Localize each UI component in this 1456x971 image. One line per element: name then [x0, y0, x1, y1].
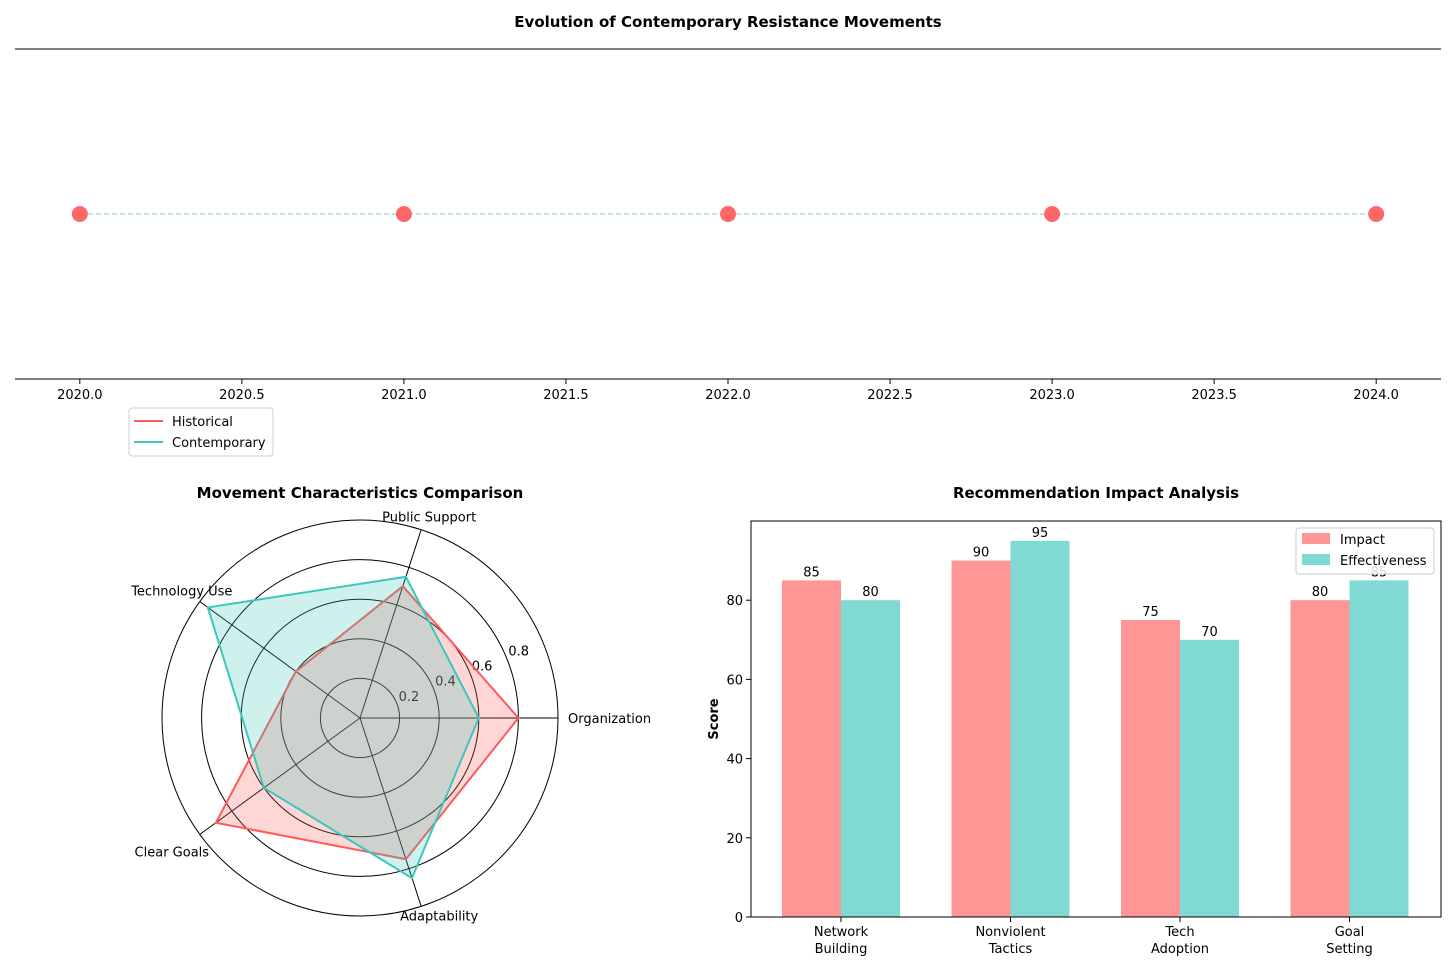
radar-axis-label: Adaptability: [400, 909, 478, 924]
radar-legend-box: [128, 407, 274, 457]
radar-spoke: [199, 717, 361, 835]
timeline-point: [71, 206, 88, 222]
timeline-x-tick-label: 2023.0: [1029, 388, 1075, 403]
bar-effectiveness: [1349, 580, 1409, 917]
radar-spoke: [359, 529, 422, 719]
timeline-point: [1368, 206, 1385, 222]
bar-value-label: 70: [1201, 625, 1218, 640]
bar-x-tick-label: Adoption: [1151, 942, 1209, 957]
bar-impact: [1290, 600, 1350, 917]
bar-legend-swatch: [1302, 554, 1330, 565]
radar-spoke: [199, 601, 361, 719]
bar-x-labels: Network Building Nonviolent Tactics Tech Adop…: [814, 917, 1373, 957]
bar-effectiveness: [1180, 639, 1239, 917]
bar-panel: Recommendation Impact Analysis 0 20 40 60 80…: [707, 484, 1442, 957]
bar-x-tick-label: Tactics: [988, 942, 1033, 957]
bar-x-tick-label: Building: [815, 942, 868, 957]
radar-line-contemporary: [206, 575, 480, 880]
radar-axis-label: Technology Use: [130, 585, 232, 600]
radar-spoke: [359, 717, 422, 907]
bar-title: Recommendation Impact Analysis: [953, 484, 1239, 502]
bar-y-tick-label: 0: [735, 911, 743, 926]
radar-axis-label: Organization: [568, 712, 651, 727]
bar-value-label: 80: [1312, 585, 1329, 600]
bar-y-axis-label: Score: [707, 698, 722, 739]
radar-legend-label: Historical: [172, 415, 233, 430]
timeline-point: [1044, 206, 1061, 222]
timeline-x-tick-label: 2020.0: [57, 388, 103, 403]
bar-value-label: 90: [973, 546, 990, 561]
bar-y-tick-label: 20: [726, 832, 743, 847]
timeline-point: [395, 206, 412, 222]
bar-marks: 8580909575708085: [782, 526, 1409, 917]
bar-value-label: 85: [803, 565, 820, 580]
bar-x-tick-label: Setting: [1326, 942, 1373, 957]
radar-axis-label: Public Support: [382, 511, 476, 526]
timeline-x-tick-label: 2021.0: [381, 388, 427, 403]
radar-area-contemporary: [207, 576, 479, 879]
radar-series: [206, 575, 520, 880]
radar-panel: Movement Characteristics Comparison 0.2 0…: [128, 407, 651, 925]
timeline-panel: Evolution of Contemporary Resistance Mov…: [15, 13, 1441, 403]
bar-x-tick-label: Tech: [1164, 925, 1194, 940]
bar-y-tick-label: 60: [726, 673, 743, 688]
radar-r-tick-label: 0.8: [508, 644, 529, 659]
radar-area-historical: [215, 586, 519, 860]
timeline-x-tick-label: 2020.5: [219, 388, 265, 403]
radar-labels: Organization Public Support Technology Use…: [130, 511, 651, 925]
bar-legend-box: [1295, 527, 1435, 575]
radar-axis-label: Clear Goals: [135, 845, 210, 860]
radar-r-tick-label: 0.2: [399, 690, 420, 705]
bar-legend-label: Impact: [1340, 533, 1385, 548]
radar-legend: Historical Contemporary: [128, 407, 274, 457]
bar-y-tick-label: 40: [726, 753, 743, 768]
timeline-x-ticks: 2020.0 2020.5 2021.0 2021.5 2022.0 2022.5 2023…: [57, 379, 1399, 403]
bar-impact: [951, 560, 1011, 917]
bar-x-tick-label: Nonviolent: [975, 925, 1045, 940]
timeline-x-tick-label: 2022.5: [867, 388, 913, 403]
radar-legend-label: Contemporary: [172, 436, 266, 451]
bar-effectiveness: [841, 600, 900, 917]
bar-value-label: 75: [1142, 605, 1159, 620]
bar-impact: [1121, 620, 1180, 917]
bar-effectiveness: [1010, 540, 1070, 917]
bar-y-tick-label: 80: [726, 594, 743, 609]
timeline-marks: [71, 206, 1385, 222]
timeline-x-tick-label: 2022.0: [705, 388, 751, 403]
bar-legend: Impact Effectiveness: [1295, 527, 1435, 575]
bar-value-label: 95: [1032, 526, 1049, 541]
bar-y-ticks: 0 20 40 60 80: [726, 594, 751, 926]
bar-x-tick-label: Network: [814, 925, 869, 940]
radar-r-tick-label: 0.4: [435, 675, 456, 690]
timeline-title: Evolution of Contemporary Resistance Mov…: [514, 13, 941, 31]
timeline-x-tick-label: 2024.0: [1353, 388, 1399, 403]
timeline-point: [720, 206, 736, 222]
bar-legend-label: Effectiveness: [1340, 554, 1427, 569]
bar-x-tick-label: Goal: [1335, 925, 1365, 940]
timeline-x-tick-label: 2023.5: [1191, 388, 1237, 403]
timeline-x-tick-label: 2021.5: [543, 388, 589, 403]
radar-title: Movement Characteristics Comparison: [197, 484, 524, 502]
bar-value-label: 80: [862, 585, 879, 600]
bar-plot-frame: [750, 520, 1442, 918]
bar-impact: [782, 580, 841, 917]
bar-legend-swatch: [1302, 533, 1330, 544]
